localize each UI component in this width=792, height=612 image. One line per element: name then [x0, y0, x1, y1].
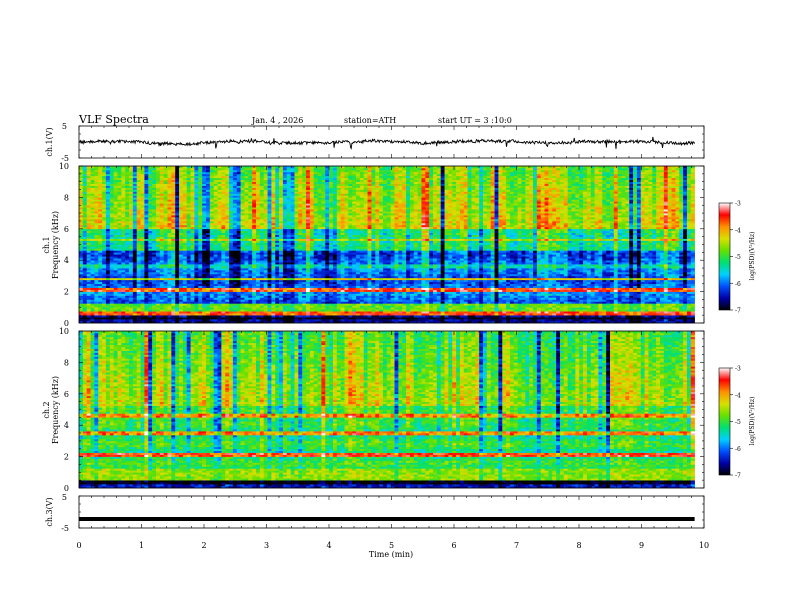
ch3-ticks: [78, 495, 705, 529]
ch1-spec-ylabel-frequency: Frequency (kHz): [51, 211, 60, 279]
ch3-ytick-top: 5: [62, 493, 67, 502]
colorbar-tick--3: -3: [735, 201, 741, 208]
ch1-spectrogram-image: [79, 166, 695, 324]
colorbar-tick--6: -6: [735, 281, 741, 288]
ch1-ylabel: ch.1(V): [45, 127, 54, 156]
ch2-spec-ytick-6: 6: [64, 390, 69, 399]
colorbar-tick--4: -4: [735, 392, 741, 399]
x-tick-7: 7: [514, 541, 519, 550]
x-tick-3: 3: [264, 541, 269, 550]
x-tick-5: 5: [389, 541, 394, 550]
colorbar-tick--5: -5: [735, 419, 741, 426]
x-tick-1: 1: [139, 541, 144, 550]
ch1-spec-ytick-2: 2: [64, 288, 69, 297]
date-label: Jan. 4 , 2026: [251, 116, 303, 125]
ch1-ticks: [78, 125, 705, 159]
x-tick-8: 8: [576, 541, 581, 550]
ch2-spectrogram-panel: 0 2 4 6 8 10 ch.2 Frequency (kHz) -3 -4 -5 -6 -7 …: [42, 327, 756, 493]
ch1-spec-ytick-0: 0: [64, 319, 69, 328]
ch2-colorbar-ticks: -3 -4 -5 -6 -7: [730, 366, 741, 480]
x-axis-label: Time (min): [369, 550, 413, 559]
ch2-spec-ytick-0: 0: [64, 484, 69, 493]
ch2-spec-ylabel-frequency: Frequency (kHz): [51, 376, 60, 444]
ch3-panel: 5 -5 ch.3(V): [45, 493, 705, 533]
colorbar-tick--7: -7: [735, 308, 741, 315]
x-axis-tick-labels: 0 1 2 3 4 5 6 7 8 9 10: [76, 541, 709, 550]
ch2-spec-ylabel-channel: ch.2: [42, 401, 51, 418]
ch1-waveform-line: [78, 136, 696, 150]
colorbar-tick--4: -4: [735, 227, 741, 234]
ch1-colorbar: -3 -4 -5 -6 -7 log(PSD)(V²/Hz): [718, 201, 756, 315]
ch1-ytick-bottom: -5: [61, 154, 69, 163]
ch2-spec-ytick-2: 2: [64, 453, 69, 462]
ch1-spec-ylabel-channel: ch.1: [42, 236, 51, 253]
ch1-spec-ytick-6: 6: [64, 225, 69, 234]
ch2-spec-ytick-8: 8: [64, 358, 69, 367]
start-time-label: start UT = 3 :10:0: [438, 116, 512, 125]
ch1-colorbar-gradient: [719, 203, 730, 310]
ch2-spectrogram-image: [79, 331, 695, 489]
ch3-ytick-bottom: -5: [61, 524, 69, 533]
ch2-spec-ytick-4: 4: [64, 421, 69, 430]
ch2-colorbar: -3 -4 -5 -6 -7 log(PSD)(V²/Hz): [718, 366, 756, 480]
ch1-colorbar-label: log(PSD)(V²/Hz): [749, 232, 756, 281]
ch1-spectrogram-panel: 0 2 4 6 8 10 ch.1 Frequency (kHz) -3 -4 -5 -6 -7 …: [42, 162, 756, 328]
ch2-spec-ytick-labels: 0 2 4 6 8 10: [59, 327, 69, 493]
ch1-spec-ytick-8: 8: [64, 193, 69, 202]
ch1-spec-ytick-labels: 0 2 4 6 8 10: [59, 162, 69, 328]
station-label: station=ATH: [344, 116, 396, 125]
ch2-spec-ticks: [78, 330, 705, 489]
ch1-panel: 5 -5 ch.1(V): [45, 122, 705, 163]
x-tick-6: 6: [451, 541, 456, 550]
ch3-ylabel: ch.3(V): [45, 497, 54, 526]
ch1-spec-ytick-4: 4: [64, 256, 69, 265]
ch1-trace: [78, 136, 696, 150]
x-tick-2: 2: [201, 541, 206, 550]
ch3-frame: [78, 495, 705, 529]
x-tick-4: 4: [326, 541, 331, 550]
x-tick-9: 9: [639, 541, 644, 550]
colorbar-tick--6: -6: [735, 446, 741, 453]
x-tick-0: 0: [76, 541, 81, 550]
ch1-spec-ticks: [78, 165, 705, 324]
colorbar-tick--5: -5: [735, 254, 741, 261]
x-tick-10: 10: [699, 541, 709, 550]
figure-title: VLF Spectra: [78, 113, 149, 126]
ch1-spec-ytick-10: 10: [59, 162, 69, 171]
ch1-colorbar-ticks: -3 -4 -5 -6 -7: [730, 201, 741, 315]
colorbar-tick--7: -7: [735, 473, 741, 480]
ch2-colorbar-gradient: [719, 368, 730, 475]
ch2-spec-ytick-10: 10: [59, 327, 69, 336]
ch1-ytick-top: 5: [62, 122, 67, 131]
colorbar-tick--3: -3: [735, 366, 741, 373]
ch2-colorbar-label: log(PSD)(V²/Hz): [749, 397, 756, 446]
